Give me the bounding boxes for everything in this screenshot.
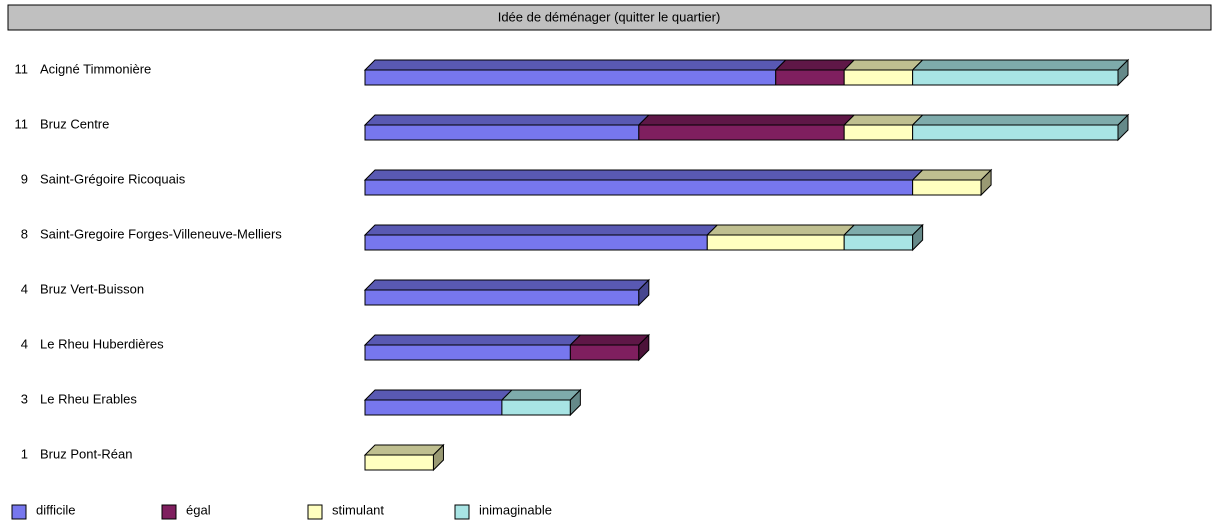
bar <box>364 399 503 416</box>
bar <box>706 234 845 251</box>
bar <box>843 234 914 251</box>
total-label: 4 <box>21 281 28 296</box>
bar-top <box>637 114 856 126</box>
total-label: 11 <box>15 116 29 131</box>
bar <box>364 179 914 196</box>
legend-swatch <box>11 504 27 520</box>
bar-side <box>912 223 924 252</box>
bar-top <box>363 114 651 126</box>
bar-top <box>363 334 582 346</box>
legend-label: difficile <box>36 502 76 517</box>
bar <box>501 399 571 416</box>
legend-label: stimulant <box>332 502 384 517</box>
bar <box>364 454 434 471</box>
bar-top <box>363 279 651 291</box>
category-label: Saint-Gregoire Forges-Villeneuve-Mellier… <box>40 226 282 241</box>
bar-side <box>432 443 444 472</box>
legend-label: inimaginable <box>479 502 552 517</box>
bar <box>364 344 571 361</box>
bar-side <box>1117 58 1129 87</box>
total-label: 3 <box>21 391 28 406</box>
bar-side <box>1117 113 1129 142</box>
bar-top <box>842 224 924 236</box>
bar <box>569 344 640 361</box>
bar-side <box>638 333 650 362</box>
bar <box>638 124 845 141</box>
total-label: 8 <box>21 226 28 241</box>
bar-top <box>500 389 582 401</box>
legend-swatch <box>454 504 470 520</box>
bar <box>912 179 982 196</box>
bar-top <box>363 389 514 401</box>
category-label: Bruz Pont-Réan <box>40 446 133 461</box>
bar-top <box>706 224 856 236</box>
bar-top <box>774 59 856 71</box>
total-label: 9 <box>21 171 28 186</box>
bar-side <box>569 388 581 417</box>
bar <box>364 69 777 86</box>
legend-label: égal <box>186 502 211 517</box>
bar-top <box>842 59 924 71</box>
bar-top <box>911 59 1130 71</box>
bar-top <box>842 114 924 126</box>
category-label: Saint-Grégoire Ricoquais <box>40 171 186 186</box>
bar-side <box>638 278 650 307</box>
bar-top <box>911 114 1130 126</box>
total-label: 4 <box>21 336 28 351</box>
legend-swatch <box>161 504 177 520</box>
header: Idée de déménager (quitter le quartier) <box>498 9 721 24</box>
bar <box>843 124 914 141</box>
bar <box>364 234 708 251</box>
total-label: 1 <box>21 446 28 461</box>
bar <box>775 69 845 86</box>
bar <box>364 124 640 141</box>
category-label: Bruz Centre <box>40 116 109 131</box>
legend-swatch <box>307 504 323 520</box>
category-label: Bruz Vert-Buisson <box>40 281 144 296</box>
bar <box>912 124 1119 141</box>
category-label: Le Rheu Erables <box>40 391 137 406</box>
bar <box>364 289 640 306</box>
bar-top <box>569 334 651 346</box>
header-box <box>7 4 1212 31</box>
total-label: 11 <box>15 61 29 76</box>
category-label: Acigné Timmonière <box>40 61 151 76</box>
bar-top <box>911 169 993 181</box>
bar-top <box>363 169 924 181</box>
bar <box>843 69 914 86</box>
bar-top <box>363 224 719 236</box>
bar-top <box>363 444 445 456</box>
bar <box>912 69 1119 86</box>
category-label: Le Rheu Huberdières <box>40 336 164 351</box>
bar-top <box>363 59 787 71</box>
bar-side <box>980 168 992 197</box>
